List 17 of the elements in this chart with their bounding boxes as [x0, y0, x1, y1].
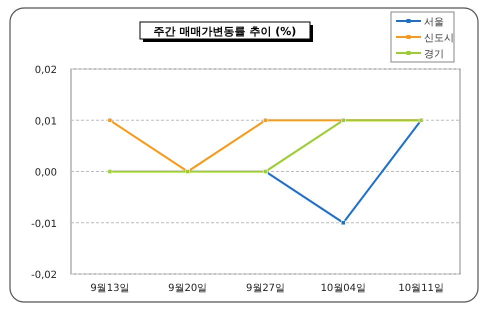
legend-label: 경기 [424, 49, 444, 60]
y-tick-label: 0,01 [34, 116, 57, 128]
legend-label: 신도시 [424, 33, 454, 44]
point [263, 118, 268, 122]
y-tick-label: 0,02 [34, 65, 57, 76]
point [108, 118, 112, 122]
x-tick-label: 9월13일 [90, 283, 130, 294]
y-tick-label: -0,02 [31, 270, 57, 281]
chart-title: 주간 매매가변동률 추이 (%) [154, 25, 296, 38]
legend-label: 서울 [424, 17, 444, 28]
x-tick-label: 9월27일 [246, 283, 286, 294]
point [341, 220, 346, 225]
y-tick-label: 0,00 [34, 168, 57, 178]
x-tick-label: 9월20일 [168, 283, 208, 294]
x-tick-label: 10월04일 [320, 283, 366, 294]
y-tick-label: -0,01 [31, 218, 57, 230]
x-tick-label: 10월11일 [398, 283, 444, 294]
